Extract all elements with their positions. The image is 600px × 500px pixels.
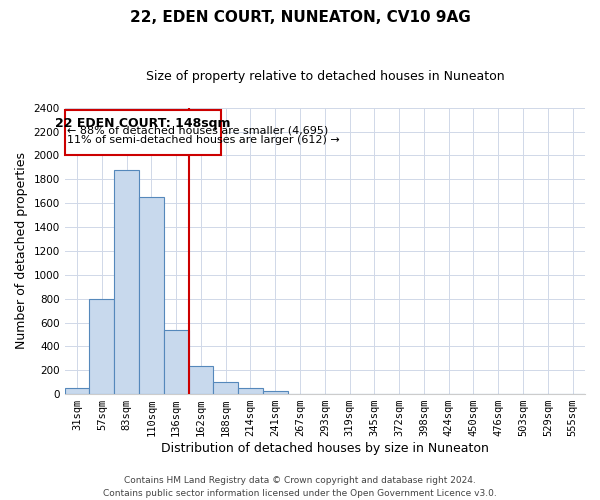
- Text: Contains HM Land Registry data © Crown copyright and database right 2024.
Contai: Contains HM Land Registry data © Crown c…: [103, 476, 497, 498]
- Bar: [164, 330, 188, 394]
- Text: 22 EDEN COURT: 148sqm: 22 EDEN COURT: 148sqm: [55, 116, 230, 130]
- Bar: [139, 197, 164, 394]
- Y-axis label: Number of detached properties: Number of detached properties: [15, 152, 28, 350]
- Text: 22, EDEN COURT, NUNEATON, CV10 9AG: 22, EDEN COURT, NUNEATON, CV10 9AG: [130, 10, 470, 25]
- Bar: [89, 298, 114, 394]
- Text: 11% of semi-detached houses are larger (612) →: 11% of semi-detached houses are larger (…: [67, 135, 340, 145]
- Text: ← 88% of detached houses are smaller (4,695): ← 88% of detached houses are smaller (4,…: [67, 126, 328, 136]
- Bar: [263, 391, 287, 394]
- Title: Size of property relative to detached houses in Nuneaton: Size of property relative to detached ho…: [146, 70, 504, 83]
- Bar: [238, 388, 263, 394]
- Bar: [114, 170, 139, 394]
- X-axis label: Distribution of detached houses by size in Nuneaton: Distribution of detached houses by size …: [161, 442, 489, 455]
- Bar: [65, 388, 89, 394]
- Bar: [188, 366, 214, 394]
- FancyBboxPatch shape: [65, 110, 221, 156]
- Bar: [214, 382, 238, 394]
